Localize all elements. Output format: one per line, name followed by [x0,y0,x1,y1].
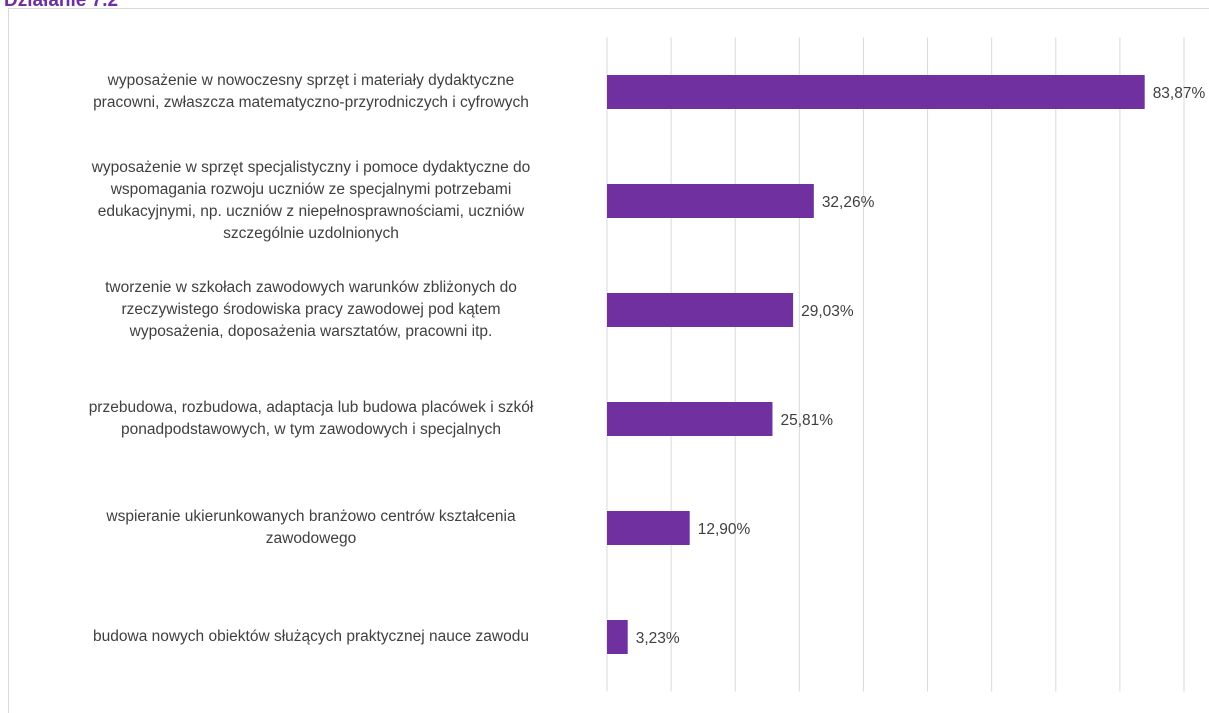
category-label: tworzenie w szkołach zawodowych warunków… [105,279,517,340]
data-label: 29,03% [801,303,854,320]
bar [607,511,690,545]
data-label: 3,23% [636,630,680,647]
bar [607,402,773,436]
bar [607,293,794,327]
category-label: wyposażenie w sprzęt specjalistyczny i p… [91,159,531,242]
data-label: 83,87% [1153,85,1206,102]
bar [607,75,1145,109]
category-label: wspieranie ukierunkowanych branżowo cent… [106,508,516,547]
data-label: 32,26% [822,194,875,211]
category-label: przebudowa, rozbudowa, adaptacja lub bud… [88,399,534,438]
chart-border [8,8,1209,713]
category-label: budowa nowych obiektów służących praktyc… [93,628,529,645]
chart-title: Działanie 7.2 [4,0,119,11]
category-label: wyposażenie w nowoczesny sprzęt i materi… [93,72,529,111]
data-label: 12,90% [698,521,751,538]
data-label: 25,81% [780,412,833,429]
bar [607,184,814,218]
bar [607,620,628,654]
